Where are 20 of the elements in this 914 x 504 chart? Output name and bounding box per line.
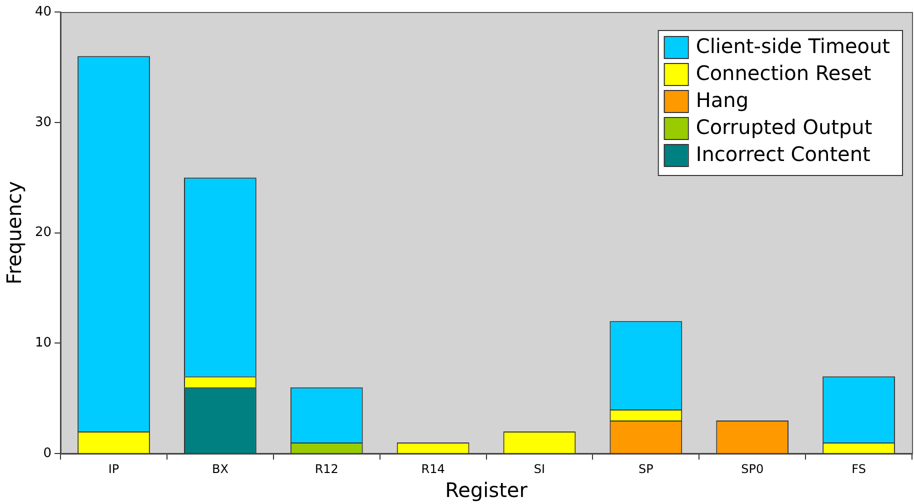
y-tick-label: 10 xyxy=(34,336,52,351)
x-tick-label: FS xyxy=(852,462,866,476)
x-axis-title: Register xyxy=(445,478,528,502)
y-tick-label: 0 xyxy=(43,446,52,461)
y-tick-label: 20 xyxy=(34,225,52,240)
legend-label: Client-side Timeout xyxy=(696,34,890,58)
legend-label: Connection Reset xyxy=(696,61,872,86)
x-tick-label: R12 xyxy=(314,462,338,476)
legend-label: Corrupted Output xyxy=(696,115,872,140)
x-tick-label: R14 xyxy=(421,462,445,476)
legend-label: Incorrect Content xyxy=(696,142,871,166)
y-tick-label: 30 xyxy=(34,114,52,130)
x-tick-label: BX xyxy=(212,462,228,476)
y-tick-label: 40 xyxy=(34,4,52,20)
x-tick-label: SP0 xyxy=(741,462,764,476)
x-tick-label: SP xyxy=(638,462,654,476)
legend-label: Hang xyxy=(696,88,749,112)
x-tick-label: IP xyxy=(108,462,120,476)
x-tick-label: SI xyxy=(534,462,546,476)
y-axis-title: Frequency xyxy=(2,180,26,284)
